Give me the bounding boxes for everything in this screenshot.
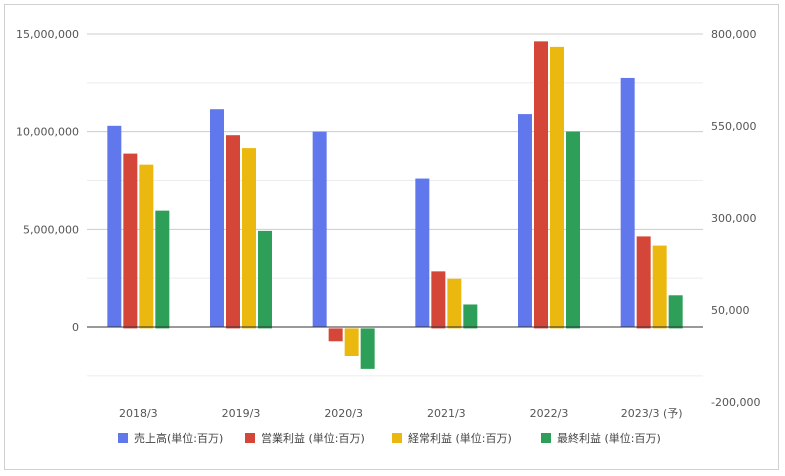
- right-tick-label: 300,000: [711, 212, 757, 225]
- x-tick-label: 2020/3: [324, 407, 363, 420]
- bar: [431, 271, 446, 329]
- right-tick-label: 50,000: [711, 304, 750, 317]
- bar: [566, 131, 580, 329]
- right-axis-ticks: 800,000 550,000 300,000 50,000 -200,000: [711, 28, 760, 409]
- legend-swatch: [392, 433, 402, 443]
- legend: 売上高(単位:百万) 営業利益 (単位:百万) 経常利益 (単位:百万) 最終利益 (…: [118, 431, 661, 445]
- bar: [518, 114, 532, 327]
- bar: [123, 153, 138, 329]
- bar: [226, 135, 240, 329]
- legend-swatch: [541, 433, 551, 443]
- left-tick-label: 5,000,000: [23, 223, 79, 236]
- x-tick-label: 2019/3: [222, 407, 261, 420]
- bar: [328, 328, 343, 342]
- bar: [139, 164, 154, 329]
- left-tick-label: 15,000,000: [16, 28, 79, 41]
- bar: [668, 295, 683, 329]
- left-axis-ticks: 15,000,000 10,000,000 5,000,000 0: [16, 28, 79, 334]
- legend-label: 経常利益 (単位:百万): [408, 431, 512, 445]
- x-tick-label: 2023/3 (予): [621, 407, 683, 420]
- legend-swatch: [118, 433, 128, 443]
- bar: [447, 278, 462, 329]
- right-tick-label: 800,000: [711, 28, 757, 41]
- bar: [360, 328, 375, 369]
- bar: [550, 46, 564, 329]
- bar: [107, 125, 122, 327]
- gridlines: [87, 33, 703, 377]
- legend-label: 最終利益 (単位:百万): [557, 431, 661, 445]
- x-tick-label: 2021/3: [427, 407, 466, 420]
- left-tick-label: 0: [72, 321, 79, 334]
- bar: [463, 304, 478, 329]
- bar: [210, 109, 224, 327]
- bar: [636, 236, 651, 329]
- legend-swatch: [245, 433, 255, 443]
- bar: [155, 210, 170, 329]
- x-tick-label: 2018/3: [119, 407, 158, 420]
- bars: [107, 41, 683, 369]
- x-tick-label: 2022/3: [530, 407, 569, 420]
- bar: [620, 77, 635, 327]
- bar: [652, 245, 667, 329]
- bar: [258, 230, 272, 329]
- bar: [242, 148, 256, 329]
- x-axis-ticks: 2018/3 2019/3 2020/3 2021/3 2022/3 2023/3 (予): [119, 407, 683, 420]
- right-tick-label: 550,000: [711, 120, 757, 133]
- bar: [344, 328, 359, 356]
- legend-label: 売上高(単位:百万): [134, 431, 223, 445]
- legend-label: 営業利益 (単位:百万): [261, 431, 365, 445]
- right-tick-label: -200,000: [711, 396, 760, 409]
- left-tick-label: 10,000,000: [16, 126, 79, 139]
- bar: [312, 131, 327, 327]
- bar: [534, 41, 548, 329]
- bar: [415, 178, 430, 327]
